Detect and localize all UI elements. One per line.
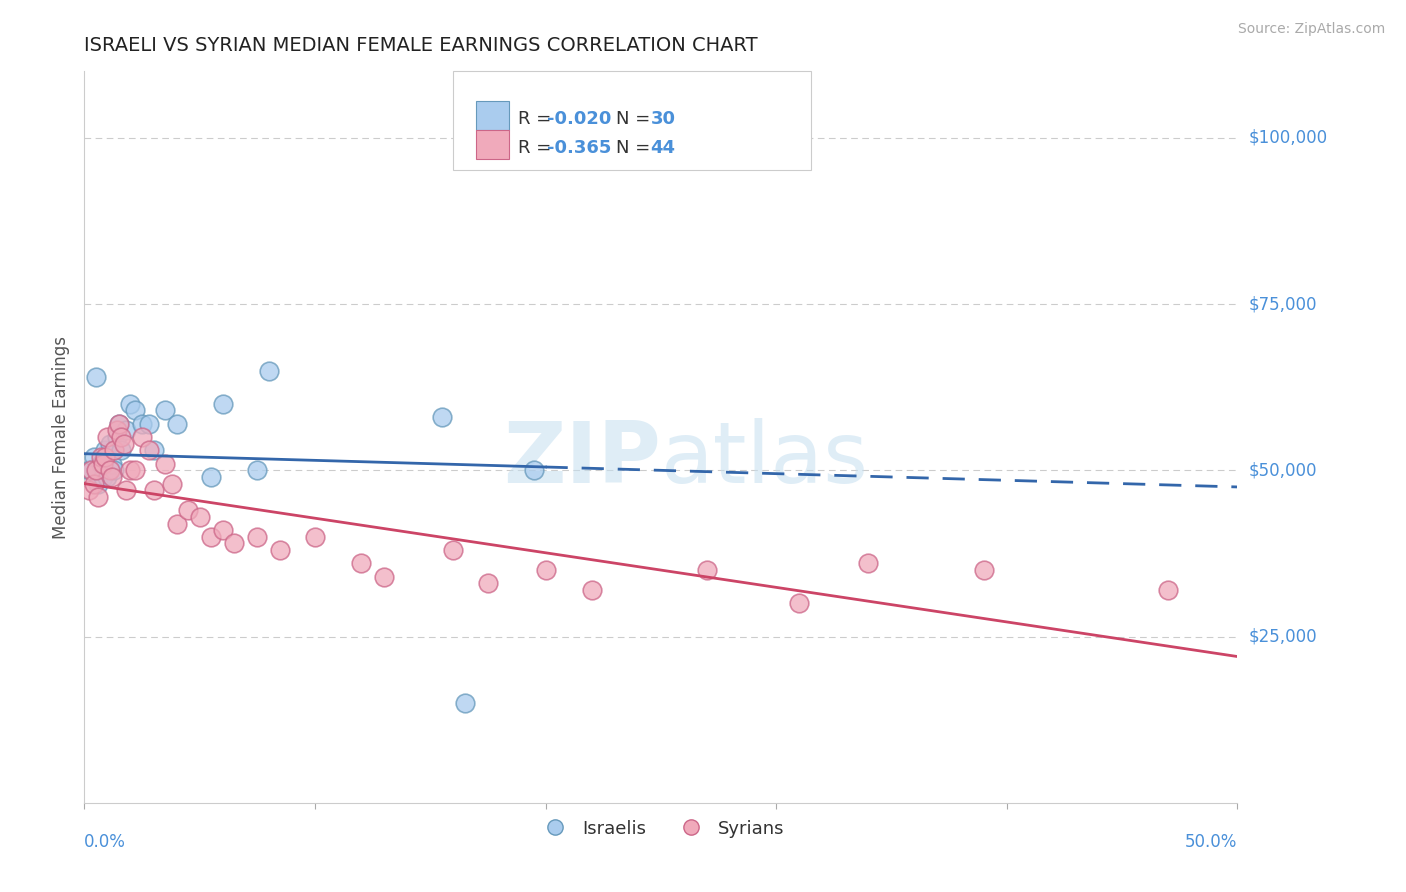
Point <box>77 483 100 498</box>
Point <box>112 436 135 450</box>
Point <box>96 430 118 444</box>
Point <box>138 443 160 458</box>
Point <box>96 470 118 484</box>
Point <box>441 543 464 558</box>
Point <box>211 523 233 537</box>
Point <box>115 424 138 438</box>
Text: N =: N = <box>616 110 655 128</box>
Point <box>166 417 188 431</box>
Point <box>87 476 110 491</box>
Text: 50.0%: 50.0% <box>1185 833 1237 851</box>
Point <box>160 476 183 491</box>
Text: 44: 44 <box>651 139 675 157</box>
Point <box>200 470 222 484</box>
Y-axis label: Median Female Earnings: Median Female Earnings <box>52 335 70 539</box>
Point <box>1157 582 1180 597</box>
Text: 0.0%: 0.0% <box>84 833 127 851</box>
Point <box>110 443 132 458</box>
Point <box>454 696 477 710</box>
Point <box>142 443 165 458</box>
Point <box>430 410 453 425</box>
FancyBboxPatch shape <box>477 101 509 130</box>
Point <box>84 463 107 477</box>
Point <box>211 397 233 411</box>
Text: $100,000: $100,000 <box>1249 128 1327 147</box>
Text: atlas: atlas <box>661 417 869 500</box>
Point <box>224 536 246 550</box>
Point <box>91 457 114 471</box>
FancyBboxPatch shape <box>477 130 509 159</box>
Point <box>523 463 546 477</box>
Point <box>142 483 165 498</box>
Point <box>973 563 995 577</box>
Point <box>124 403 146 417</box>
Point <box>103 463 125 477</box>
Point <box>124 463 146 477</box>
Point <box>89 450 111 464</box>
Point <box>94 443 117 458</box>
Point <box>246 530 269 544</box>
Text: $75,000: $75,000 <box>1249 295 1317 313</box>
Point <box>787 596 810 610</box>
Text: $25,000: $25,000 <box>1249 628 1317 646</box>
Point <box>138 417 160 431</box>
Point <box>696 563 718 577</box>
Point <box>188 509 211 524</box>
Point <box>84 370 107 384</box>
Text: R =: R = <box>517 139 557 157</box>
Point <box>534 563 557 577</box>
Point <box>98 436 121 450</box>
Point <box>120 397 142 411</box>
Point <box>858 557 880 571</box>
Point <box>177 503 200 517</box>
Point <box>257 363 280 377</box>
Point <box>246 463 269 477</box>
Point <box>108 417 131 431</box>
Point <box>94 450 117 464</box>
Point <box>269 543 291 558</box>
Text: Source: ZipAtlas.com: Source: ZipAtlas.com <box>1237 22 1385 37</box>
Point <box>120 463 142 477</box>
Text: R =: R = <box>517 110 557 128</box>
Text: ZIP: ZIP <box>503 417 661 500</box>
Point <box>80 463 103 477</box>
Point <box>105 430 128 444</box>
Point <box>581 582 603 597</box>
Text: -0.020: -0.020 <box>547 110 612 128</box>
Point <box>304 530 326 544</box>
Point <box>115 483 138 498</box>
Point <box>200 530 222 544</box>
Point <box>89 457 111 471</box>
Point <box>373 570 395 584</box>
Text: -0.365: -0.365 <box>547 139 612 157</box>
Point <box>80 463 103 477</box>
Text: ISRAELI VS SYRIAN MEDIAN FEMALE EARNINGS CORRELATION CHART: ISRAELI VS SYRIAN MEDIAN FEMALE EARNINGS… <box>84 36 758 54</box>
Point <box>91 470 114 484</box>
FancyBboxPatch shape <box>453 71 811 170</box>
Point <box>108 417 131 431</box>
Text: N =: N = <box>616 139 655 157</box>
Point <box>103 443 125 458</box>
Text: $50,000: $50,000 <box>1249 461 1317 479</box>
Point <box>153 403 176 417</box>
Point <box>77 463 100 477</box>
Text: 30: 30 <box>651 110 675 128</box>
Point <box>110 430 132 444</box>
Point <box>101 470 124 484</box>
Point <box>87 490 110 504</box>
Point <box>477 576 499 591</box>
Point <box>101 457 124 471</box>
Point <box>166 516 188 531</box>
Point <box>131 417 153 431</box>
Legend: Israelis, Syrians: Israelis, Syrians <box>530 813 792 845</box>
Point <box>83 450 105 464</box>
Point <box>131 430 153 444</box>
Point <box>350 557 373 571</box>
Point <box>83 476 105 491</box>
Point <box>153 457 176 471</box>
Point <box>105 424 128 438</box>
Point <box>98 463 121 477</box>
